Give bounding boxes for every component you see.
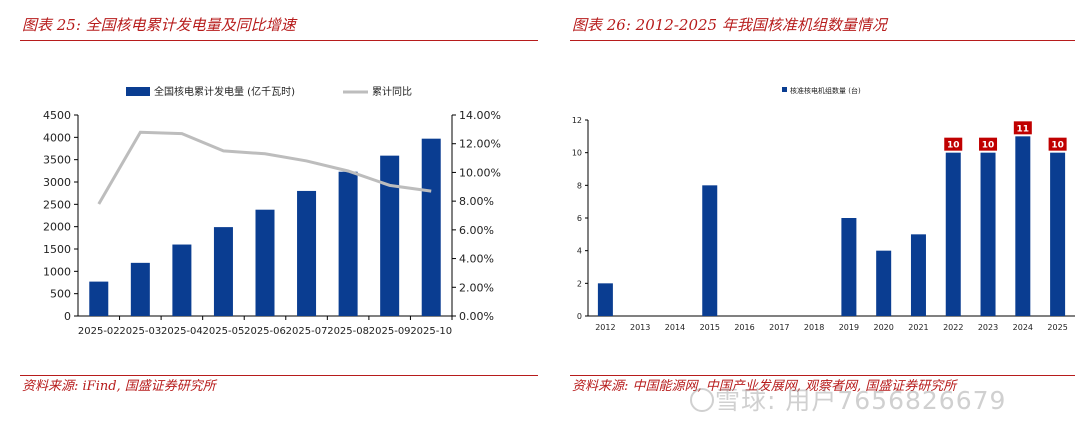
- legend-swatch: [782, 87, 787, 92]
- x-tick-label: 2024: [1013, 323, 1033, 332]
- y-tick-label: 12: [572, 116, 582, 125]
- x-tick-label: 2025-05: [203, 326, 245, 337]
- right-y-tick-label: 2.00%: [459, 281, 494, 294]
- x-tick-label: 2025-04: [161, 326, 203, 337]
- approved-units-bar: [1015, 136, 1031, 316]
- right-y-tick-label: 8.00%: [459, 195, 494, 208]
- right-y-tick-label: 4.00%: [459, 253, 494, 266]
- x-tick-label: 2014: [665, 323, 685, 332]
- generation-bar: [130, 262, 150, 316]
- left-figure-panel: 图表 25: 全国核电累计发电量及同比增速 0 500 1000 1500 2000 25…: [20, 16, 538, 394]
- x-tick-label: 2018: [804, 323, 824, 332]
- left-y-tick-label: 0: [64, 310, 71, 323]
- left-source-rule: [20, 375, 538, 376]
- x-tick-label: 2016: [734, 323, 754, 332]
- right-source-note: 资料来源: 中国能源网, 中国产业发展网, 观察者网, 国盛证券研究所: [572, 379, 957, 394]
- approved-units-bar: [980, 152, 996, 316]
- y-tick-label: 6: [577, 214, 582, 223]
- y-tick-label: 10: [572, 149, 582, 158]
- approved-units-chart: 0 2 4 6 8 10 12 2012 2013 2014 2015 2016 2017 2018 201…: [572, 86, 1075, 332]
- right-y-tick-label: 10.00%: [459, 166, 501, 179]
- cumulative-generation-chart: 0 500 1000 1500 2000 2500 3000 3500 4000 4500 0.00…: [43, 85, 501, 337]
- x-tick-label: 2015: [700, 323, 720, 332]
- legend-bar-label: 全国核电累计发电量 (亿千瓦时): [154, 85, 295, 98]
- data-label: 10: [982, 141, 995, 151]
- data-label-box: [1013, 121, 1032, 135]
- x-tick-label: 2025-08: [327, 326, 369, 337]
- approved-units-bar: [1050, 152, 1066, 316]
- left-y-tick-label: 2000: [43, 221, 71, 234]
- approved-units-bar: [702, 185, 718, 316]
- generation-bar: [380, 155, 400, 316]
- left-y-tick-label: 4000: [43, 131, 71, 144]
- x-tick-label: 2025-10: [410, 326, 452, 337]
- y-tick-label: 2: [577, 279, 582, 288]
- legend-line-label: 累计同比: [372, 85, 412, 98]
- generation-bar: [89, 281, 109, 316]
- x-tick-label: 2025-09: [369, 326, 411, 337]
- generation-bar: [297, 190, 317, 316]
- y-tick-label: 4: [577, 247, 582, 256]
- generation-bar: [255, 209, 275, 316]
- x-tick-label: 2023: [978, 323, 998, 332]
- x-tick-label: 2017: [769, 323, 789, 332]
- left-y-tick-label: 4500: [43, 109, 71, 122]
- x-tick-label: 2012: [595, 323, 615, 332]
- approved-units-bar: [910, 234, 926, 316]
- legend-bar-swatch: [126, 87, 150, 96]
- x-tick-label: 2019: [839, 323, 859, 332]
- right-y-tick-label: 14.00%: [459, 109, 501, 122]
- right-title-rule: [570, 40, 1075, 41]
- y-tick-label: 0: [577, 312, 582, 321]
- approved-units-bar: [876, 250, 892, 316]
- data-label: 11: [1017, 124, 1030, 134]
- data-label: 10: [1051, 141, 1064, 151]
- x-tick-label: 2020: [873, 323, 893, 332]
- x-tick-label: 2025: [1047, 323, 1067, 332]
- left-title-rule: [20, 40, 538, 41]
- left-y-tick-label: 1500: [43, 243, 71, 256]
- left-source-note: 资料来源: iFind, 国盛证券研究所: [22, 379, 216, 394]
- right-y-tick-label: 0.00%: [459, 310, 494, 323]
- data-label-box: [979, 137, 998, 151]
- approved-units-bar: [597, 283, 613, 316]
- data-label-box: [1048, 137, 1067, 151]
- x-tick-label: 2025-03: [119, 326, 161, 337]
- x-tick-label: 2013: [630, 323, 650, 332]
- data-label: 10: [947, 141, 960, 151]
- right-figure-title: 图表 26: 2012-2025 年我国核准机组数量情况: [572, 16, 887, 34]
- watermark: 雪球: 用户7656826679: [715, 386, 1007, 415]
- y-tick-label: 8: [577, 181, 582, 190]
- x-tick-label: 2021: [908, 323, 928, 332]
- data-label-box: [944, 137, 963, 151]
- yoy-growth-line: [97, 130, 432, 205]
- left-y-tick-label: 3000: [43, 176, 71, 189]
- left-figure-title: 图表 25: 全国核电累计发电量及同比增速: [22, 16, 296, 34]
- generation-bar: [338, 171, 358, 316]
- left-y-tick-label: 1000: [43, 265, 71, 278]
- generation-bar: [421, 138, 441, 316]
- approved-units-bar: [841, 218, 857, 316]
- watermark-logo-icon: [690, 388, 714, 412]
- x-tick-label: 2022: [943, 323, 963, 332]
- x-tick-label: 2025-02: [78, 326, 120, 337]
- right-figure-panel: 图表 26: 2012-2025 年我国核准机组数量情况 0 2 4 6 8 10 12 20…: [560, 0, 1080, 430]
- right-source-rule: [570, 375, 1075, 376]
- right-y-tick-label: 6.00%: [459, 224, 494, 237]
- legend-label: 核准核电机组数量 (台): [790, 86, 861, 95]
- left-y-tick-label: 2500: [43, 198, 71, 211]
- left-y-tick-label: 500: [50, 288, 71, 301]
- right-y-tick-label: 12.00%: [459, 138, 501, 151]
- approved-units-bar: [945, 152, 961, 316]
- generation-bar: [172, 244, 192, 316]
- generation-bar: [213, 227, 233, 316]
- x-tick-label: 2025-07: [286, 326, 328, 337]
- x-tick-label: 2025-06: [244, 326, 286, 337]
- left-y-tick-label: 3500: [43, 154, 71, 167]
